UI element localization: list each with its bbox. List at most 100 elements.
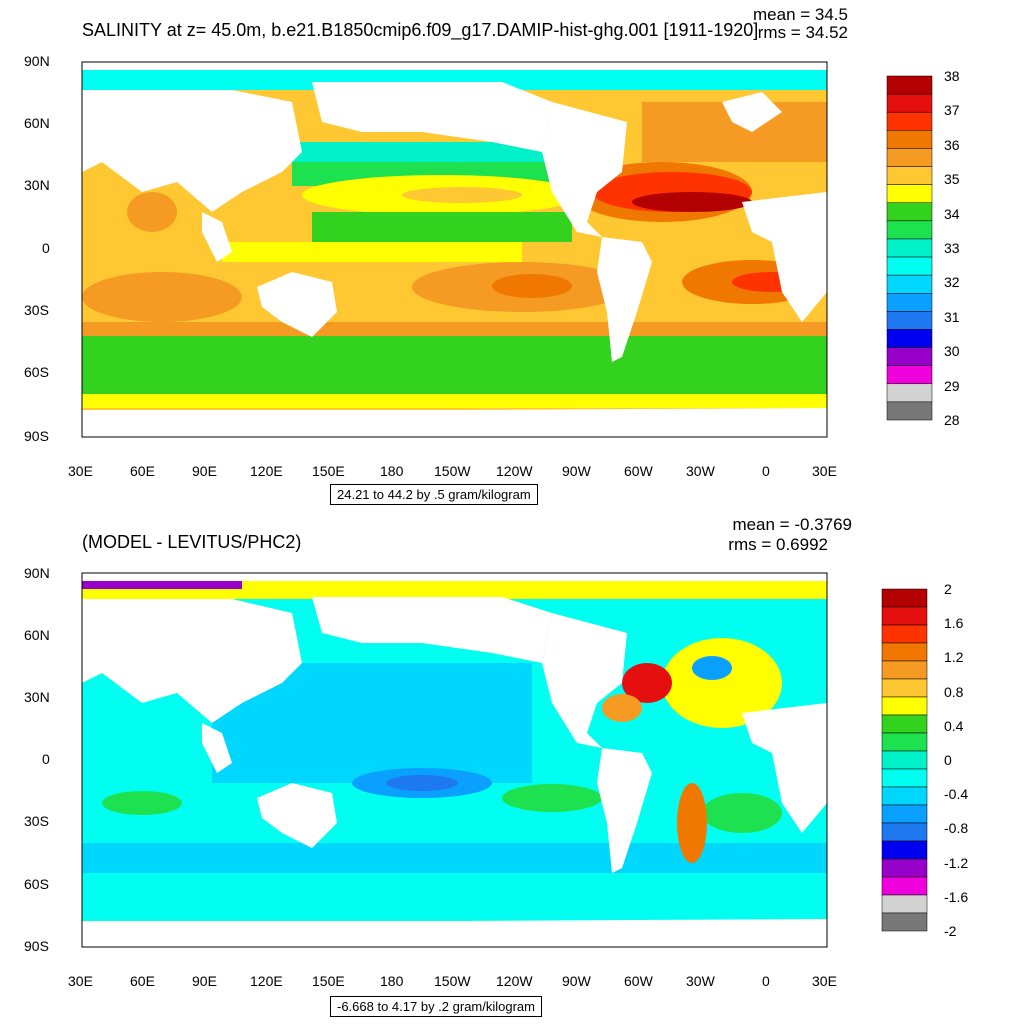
bottom-title: (MODEL - LEVITUS/PHC2) xyxy=(82,532,302,552)
bottom-lon-label: 30E xyxy=(812,973,837,989)
top-lat-label: 90N xyxy=(24,53,50,69)
colorbar-swatch xyxy=(886,75,933,95)
colorbar-label: 34 xyxy=(944,205,960,222)
colorbar-swatch xyxy=(881,750,928,770)
bottom-lat-label: 60S xyxy=(24,876,49,892)
top-map xyxy=(81,61,828,438)
colorbar-swatch xyxy=(881,768,928,788)
colorbar-swatch xyxy=(886,293,933,312)
colorbar-label: -2 xyxy=(944,923,957,939)
colorbar-label: 2 xyxy=(944,581,952,597)
colorbar-swatch xyxy=(886,220,933,240)
bottom-lon-label: 90W xyxy=(562,973,591,989)
colorbar-swatch xyxy=(886,238,933,258)
colorbar-swatch xyxy=(886,365,933,385)
colorbar-label: 0.4 xyxy=(944,717,964,734)
colorbar-swatch xyxy=(886,202,933,222)
colorbar-swatch xyxy=(881,606,928,626)
top-lon-label: 90W xyxy=(562,463,591,479)
top-lon-label: 150E xyxy=(312,463,345,479)
colorbar-swatch xyxy=(886,311,933,330)
bottom-lat-label: 0 xyxy=(42,751,50,767)
colorbar-swatch xyxy=(881,678,928,698)
top-colorbar xyxy=(886,75,933,421)
top-lon-label: 150W xyxy=(434,463,471,479)
colorbar-label: -1.6 xyxy=(944,888,969,905)
colorbar-label: -0.8 xyxy=(944,820,969,837)
bottom-rms: rms = 0.6992 xyxy=(728,535,828,554)
top-lat-label: 30N xyxy=(24,177,50,193)
colorbar-label: 36 xyxy=(944,136,960,153)
bottom-lon-label: 60W xyxy=(624,973,653,989)
colorbar-swatch xyxy=(881,894,928,914)
top-contour-info: 24.21 to 44.2 by .5 gram/kilogram xyxy=(330,484,538,505)
bottom-lon-label: 150E xyxy=(312,973,345,989)
colorbar-swatch xyxy=(881,804,928,824)
colorbar-label: 29 xyxy=(944,377,960,394)
colorbar-swatch xyxy=(886,93,933,113)
colorbar-label: 1.6 xyxy=(944,615,964,632)
colorbar-swatch xyxy=(881,660,928,680)
top-lon-label: 30E xyxy=(68,463,93,479)
colorbar-swatch xyxy=(881,912,928,932)
top-lat-label: 60N xyxy=(24,115,50,131)
colorbar-swatch xyxy=(881,696,928,716)
colorbar-label: 37 xyxy=(944,102,960,119)
colorbar-swatch xyxy=(886,401,933,421)
colorbar-swatch xyxy=(886,130,933,149)
colorbar-swatch xyxy=(881,642,928,662)
colorbar-swatch xyxy=(881,786,928,806)
colorbar-swatch xyxy=(886,383,933,403)
colorbar-swatch xyxy=(881,840,928,860)
bottom-lat-label: 30N xyxy=(24,689,50,705)
top-rms: rms = 34.52 xyxy=(757,23,848,42)
colorbar-swatch xyxy=(881,588,928,608)
bottom-lat-label: 30S xyxy=(24,813,49,829)
colorbar-label: 31 xyxy=(944,308,960,325)
colorbar-swatch xyxy=(881,822,928,842)
colorbar-swatch xyxy=(886,111,933,131)
top-title: SALINITY at z= 45.0m, b.e21.B1850cmip6.f… xyxy=(82,20,759,40)
bottom-contour-info: -6.668 to 4.17 by .2 gram/kilogram xyxy=(330,996,542,1017)
bottom-map xyxy=(81,572,828,948)
colorbar-swatch xyxy=(886,184,933,203)
colorbar-swatch xyxy=(886,274,933,294)
colorbar-swatch xyxy=(881,714,928,734)
colorbar-swatch xyxy=(886,347,933,366)
colorbar-label: -1.2 xyxy=(944,854,969,871)
bottom-colorbar xyxy=(881,588,928,932)
colorbar-swatch xyxy=(881,732,928,752)
colorbar-swatch xyxy=(881,858,928,878)
bottom-lon-label: 0 xyxy=(762,973,770,989)
top-lat-label: 0 xyxy=(42,240,50,256)
bottom-lat-label: 90S xyxy=(24,938,49,954)
bottom-lon-label: 90E xyxy=(192,973,217,989)
colorbar-swatch xyxy=(881,624,928,644)
bottom-lon-label: 30W xyxy=(686,973,715,989)
top-lat-label: 60S xyxy=(24,364,49,380)
colorbar-label: 32 xyxy=(944,274,960,291)
top-lon-label: 0 xyxy=(762,463,770,479)
colorbar-label: 38 xyxy=(944,68,960,84)
colorbar-swatch xyxy=(886,148,933,167)
bottom-lat-label: 90N xyxy=(24,565,50,581)
bottom-lon-label: 30E xyxy=(68,973,93,989)
colorbar-swatch xyxy=(886,166,933,185)
bottom-lon-label: 180 xyxy=(380,973,404,989)
bottom-lon-label: 120W xyxy=(496,973,533,989)
top-mean: mean = 34.5 xyxy=(753,5,848,24)
bottom-lon-label: 60E xyxy=(130,973,155,989)
top-lon-label: 30E xyxy=(812,463,837,479)
colorbar-label: 0.8 xyxy=(944,683,964,700)
colorbar-swatch xyxy=(886,329,933,348)
top-lat-label: 90S xyxy=(24,428,49,444)
colorbar-label: 33 xyxy=(944,240,960,256)
top-lat-label: 30S xyxy=(24,302,49,318)
bottom-lon-label: 150W xyxy=(434,973,471,989)
top-lon-label: 120W xyxy=(496,463,533,479)
top-lon-label: 180 xyxy=(380,463,404,479)
top-lon-label: 120E xyxy=(250,463,283,479)
top-lon-label: 60W xyxy=(624,463,653,479)
colorbar-label: 30 xyxy=(944,343,960,360)
colorbar-label: 0 xyxy=(944,752,952,768)
